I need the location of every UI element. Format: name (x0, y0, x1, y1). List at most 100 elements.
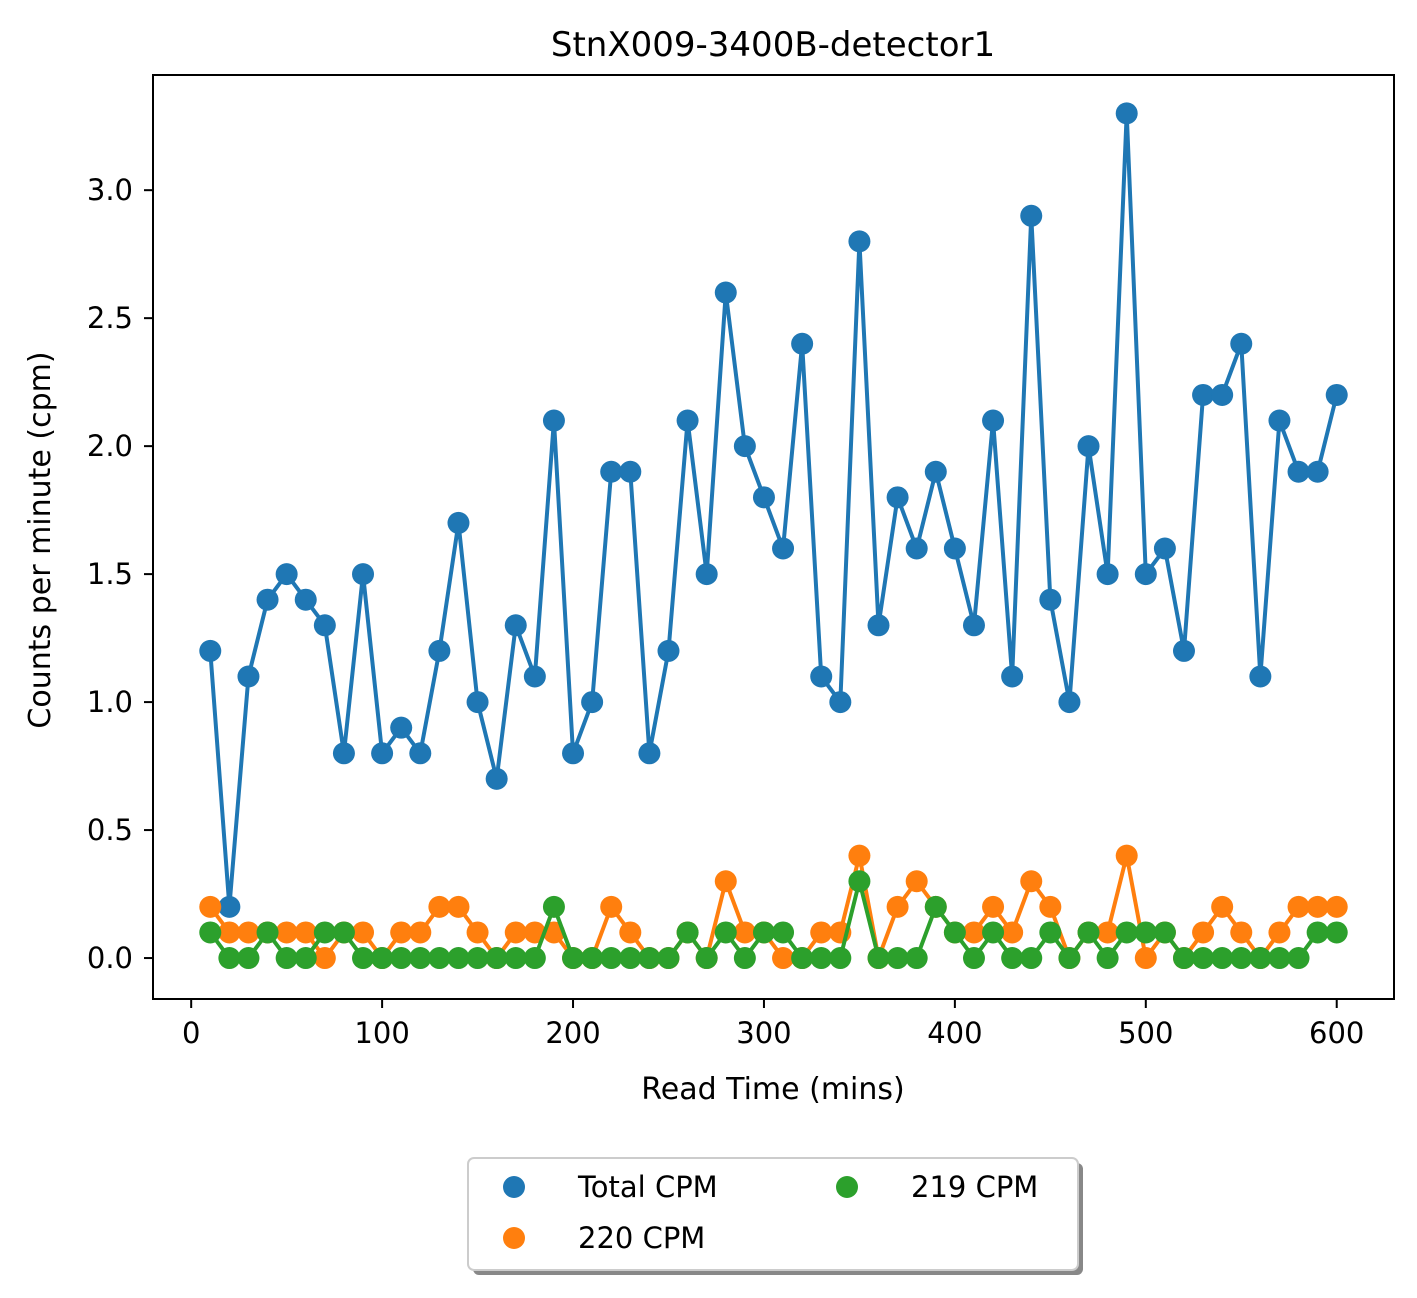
data-point-220-cpm (733, 921, 756, 944)
data-point-219-cpm (810, 947, 833, 970)
data-point-total-cpm (886, 486, 909, 509)
data-point-220-cpm (237, 921, 260, 944)
data-point-220-cpm (619, 921, 642, 944)
data-point-219-cpm (1134, 921, 1157, 944)
data-point-219-cpm (848, 870, 871, 893)
data-point-220-cpm (313, 947, 336, 970)
data-point-total-cpm (562, 742, 585, 765)
y-tick-label: 1.5 (87, 557, 133, 591)
data-point-219-cpm (829, 947, 852, 970)
data-point-219-cpm (1287, 947, 1310, 970)
data-point-total-cpm (1077, 435, 1100, 458)
data-point-219-cpm (1192, 947, 1215, 970)
data-point-total-cpm (294, 588, 317, 611)
data-point-219-cpm (791, 947, 814, 970)
legend: Total CPM 220 CPM 219 CPM (467, 1157, 1079, 1271)
data-point-219-cpm (886, 947, 909, 970)
data-point-219-cpm (218, 947, 241, 970)
data-point-220-cpm (199, 895, 222, 918)
data-point-219-cpm (695, 947, 718, 970)
data-point-219-cpm (638, 947, 661, 970)
data-point-219-cpm (466, 947, 489, 970)
x-tick-label: 400 (927, 1016, 982, 1050)
data-point-total-cpm (1249, 665, 1272, 688)
data-point-total-cpm (1306, 460, 1329, 483)
data-point-total-cpm (600, 460, 623, 483)
data-point-total-cpm (371, 742, 394, 765)
data-point-total-cpm (657, 639, 680, 662)
data-point-219-cpm (1211, 947, 1234, 970)
data-point-total-cpm (466, 691, 489, 714)
data-point-220-cpm (1287, 895, 1310, 918)
data-point-220-cpm (905, 870, 928, 893)
legend-marker-220-cpm (503, 1227, 525, 1249)
data-point-219-cpm (1325, 921, 1348, 944)
data-point-219-cpm (1077, 921, 1100, 944)
data-point-220-cpm (409, 921, 432, 944)
data-point-219-cpm (1153, 921, 1176, 944)
y-tick-label: 0.0 (87, 941, 133, 975)
data-point-total-cpm (275, 563, 298, 586)
x-tick-label: 600 (1309, 1016, 1364, 1050)
data-point-total-cpm (619, 460, 642, 483)
x-tick-label: 500 (1118, 1016, 1173, 1050)
data-point-220-cpm (772, 947, 795, 970)
data-point-219-cpm (504, 947, 527, 970)
data-point-total-cpm (962, 614, 985, 637)
data-point-219-cpm (1020, 947, 1043, 970)
data-point-total-cpm (390, 716, 413, 739)
data-point-total-cpm (237, 665, 260, 688)
data-point-total-cpm (1172, 639, 1195, 662)
data-point-total-cpm (485, 767, 508, 790)
data-point-total-cpm (352, 563, 375, 586)
data-point-220-cpm (982, 895, 1005, 918)
data-point-total-cpm (676, 409, 699, 432)
data-point-219-cpm (371, 947, 394, 970)
data-point-total-cpm (943, 537, 966, 560)
data-point-total-cpm (313, 614, 336, 637)
x-tick-label: 300 (736, 1016, 791, 1050)
data-point-total-cpm (1268, 409, 1291, 432)
data-point-220-cpm (886, 895, 909, 918)
data-point-219-cpm (962, 947, 985, 970)
data-point-219-cpm (772, 921, 795, 944)
data-point-total-cpm (504, 614, 527, 637)
data-point-220-cpm (1230, 921, 1253, 944)
data-point-219-cpm (256, 921, 279, 944)
data-point-total-cpm (199, 639, 222, 662)
data-point-220-cpm (962, 921, 985, 944)
data-point-220-cpm (1268, 921, 1291, 944)
data-point-total-cpm (810, 665, 833, 688)
data-point-219-cpm (982, 921, 1005, 944)
data-point-220-cpm (1020, 870, 1043, 893)
data-point-total-cpm (1020, 204, 1043, 227)
data-point-total-cpm (752, 486, 775, 509)
data-point-total-cpm (714, 281, 737, 304)
data-point-219-cpm (1268, 947, 1291, 970)
y-tick-label: 1.0 (87, 685, 133, 719)
data-point-220-cpm (1039, 895, 1062, 918)
data-point-220-cpm (1192, 921, 1215, 944)
data-point-220-cpm (848, 844, 871, 867)
data-point-219-cpm (867, 947, 890, 970)
chart-title: StnX009-3400B-detector1 (551, 25, 995, 65)
x-tick-label: 200 (545, 1016, 600, 1050)
data-point-219-cpm (1230, 947, 1253, 970)
data-point-total-cpm (428, 639, 451, 662)
data-point-total-cpm (1039, 588, 1062, 611)
data-point-219-cpm (294, 947, 317, 970)
data-point-219-cpm (332, 921, 355, 944)
data-point-220-cpm (294, 921, 317, 944)
data-point-219-cpm (1058, 947, 1081, 970)
data-point-total-cpm (1287, 460, 1310, 483)
data-point-total-cpm (447, 511, 470, 534)
data-point-220-cpm (275, 921, 298, 944)
y-tick-label: 3.0 (87, 173, 133, 207)
data-point-219-cpm (275, 947, 298, 970)
data-point-219-cpm (714, 921, 737, 944)
data-point-219-cpm (619, 947, 642, 970)
data-point-219-cpm (1039, 921, 1062, 944)
data-point-220-cpm (1001, 921, 1024, 944)
data-point-219-cpm (562, 947, 585, 970)
